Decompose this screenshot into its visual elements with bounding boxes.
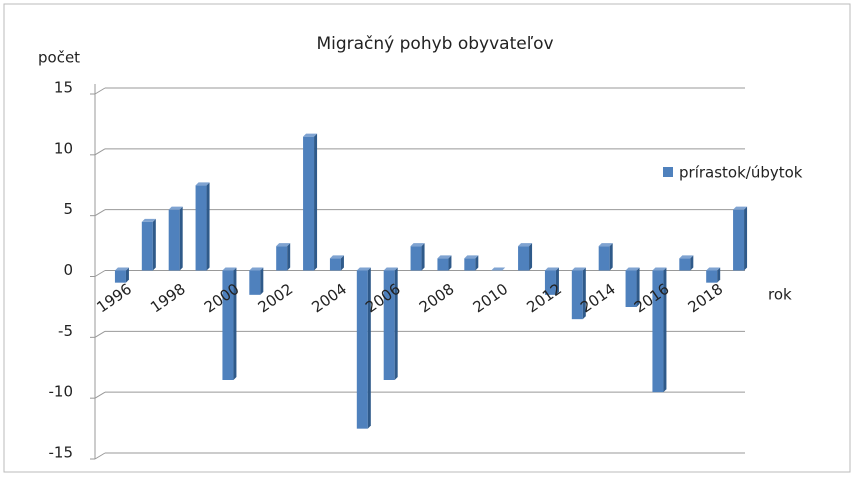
bar-top xyxy=(464,255,479,259)
bar-top xyxy=(491,267,506,271)
y-tick-label: 5 xyxy=(63,200,73,218)
bar xyxy=(625,270,637,307)
bar-side xyxy=(717,267,721,283)
bar xyxy=(464,258,476,271)
bar xyxy=(544,270,556,295)
bar-side xyxy=(206,182,210,271)
bar xyxy=(356,270,368,429)
bar-top xyxy=(544,267,559,271)
bar-top xyxy=(329,255,344,259)
bar-side xyxy=(555,267,559,295)
bar-side xyxy=(260,267,264,295)
y-tick-label: 0 xyxy=(63,261,73,279)
bar xyxy=(329,258,341,271)
bar xyxy=(141,221,153,271)
bar xyxy=(222,270,234,380)
bar xyxy=(733,209,745,271)
bar-side xyxy=(475,255,479,271)
bar-top xyxy=(114,267,129,271)
bar xyxy=(383,270,395,380)
y-axis-label: počet xyxy=(38,49,80,67)
bar xyxy=(303,136,315,271)
bar-side xyxy=(233,267,237,380)
x-axis-label: rok xyxy=(768,286,792,304)
bar-side xyxy=(179,206,183,271)
bar-top xyxy=(383,267,398,271)
bar-top xyxy=(733,206,748,210)
bar xyxy=(679,258,691,271)
bar-top xyxy=(679,255,694,259)
bar-side xyxy=(394,267,398,380)
bar-side xyxy=(314,133,318,271)
bar-top xyxy=(141,218,156,222)
y-tick-label: 15 xyxy=(54,79,73,97)
bar xyxy=(249,270,261,295)
bar xyxy=(518,246,530,271)
chart-title: Migračný pohyb obyvateľov xyxy=(316,34,553,54)
bar-side xyxy=(609,243,613,271)
bar-side xyxy=(367,267,371,429)
bar-side xyxy=(448,255,452,271)
y-tick-label: 10 xyxy=(54,139,73,157)
bar xyxy=(276,246,288,271)
bar-top xyxy=(249,267,264,271)
bar-top xyxy=(652,267,667,271)
bar xyxy=(598,246,610,271)
bar xyxy=(114,270,126,283)
bar-side xyxy=(744,206,748,271)
y-tick-label: -10 xyxy=(49,383,74,401)
bar-top xyxy=(410,243,425,247)
bar-top xyxy=(625,267,640,271)
bar-top xyxy=(571,267,586,271)
grid-line-depth xyxy=(94,270,106,277)
bar xyxy=(571,270,583,320)
bar-top xyxy=(518,243,533,247)
grid-line-depth xyxy=(94,330,106,338)
bar-side xyxy=(340,255,344,271)
chart-frame xyxy=(3,3,851,473)
bar xyxy=(437,258,449,271)
bar xyxy=(706,270,718,283)
legend-swatch xyxy=(663,167,673,177)
bar-top xyxy=(276,243,291,247)
bar-top xyxy=(195,182,210,186)
grid-line-depth xyxy=(94,209,106,217)
bar xyxy=(168,209,180,271)
y-tick-label: -5 xyxy=(58,322,73,340)
y-tick-label: -15 xyxy=(49,444,74,462)
bar-top xyxy=(706,267,721,271)
bar-side xyxy=(529,243,533,271)
grid-line-depth xyxy=(94,452,106,460)
legend-label: prírastok/úbytok xyxy=(679,164,803,182)
bar xyxy=(195,185,207,271)
bar-side xyxy=(152,218,156,271)
grid-line-depth xyxy=(94,87,106,95)
bar-top xyxy=(437,255,452,259)
bar-side xyxy=(421,243,425,271)
bar-side xyxy=(582,267,586,320)
bar-top xyxy=(356,267,371,271)
bar-top xyxy=(222,267,237,271)
bar-top xyxy=(303,133,318,137)
bar xyxy=(410,246,422,271)
bar-top xyxy=(168,206,183,210)
bar-side xyxy=(690,255,694,271)
bar-side xyxy=(663,267,667,393)
bar-side xyxy=(287,243,291,271)
bar-side xyxy=(125,267,129,283)
grid-line-depth xyxy=(94,391,106,399)
bar-side xyxy=(636,267,640,307)
bar xyxy=(652,270,664,393)
grid-line-depth xyxy=(94,148,106,156)
bar-top xyxy=(598,243,613,247)
